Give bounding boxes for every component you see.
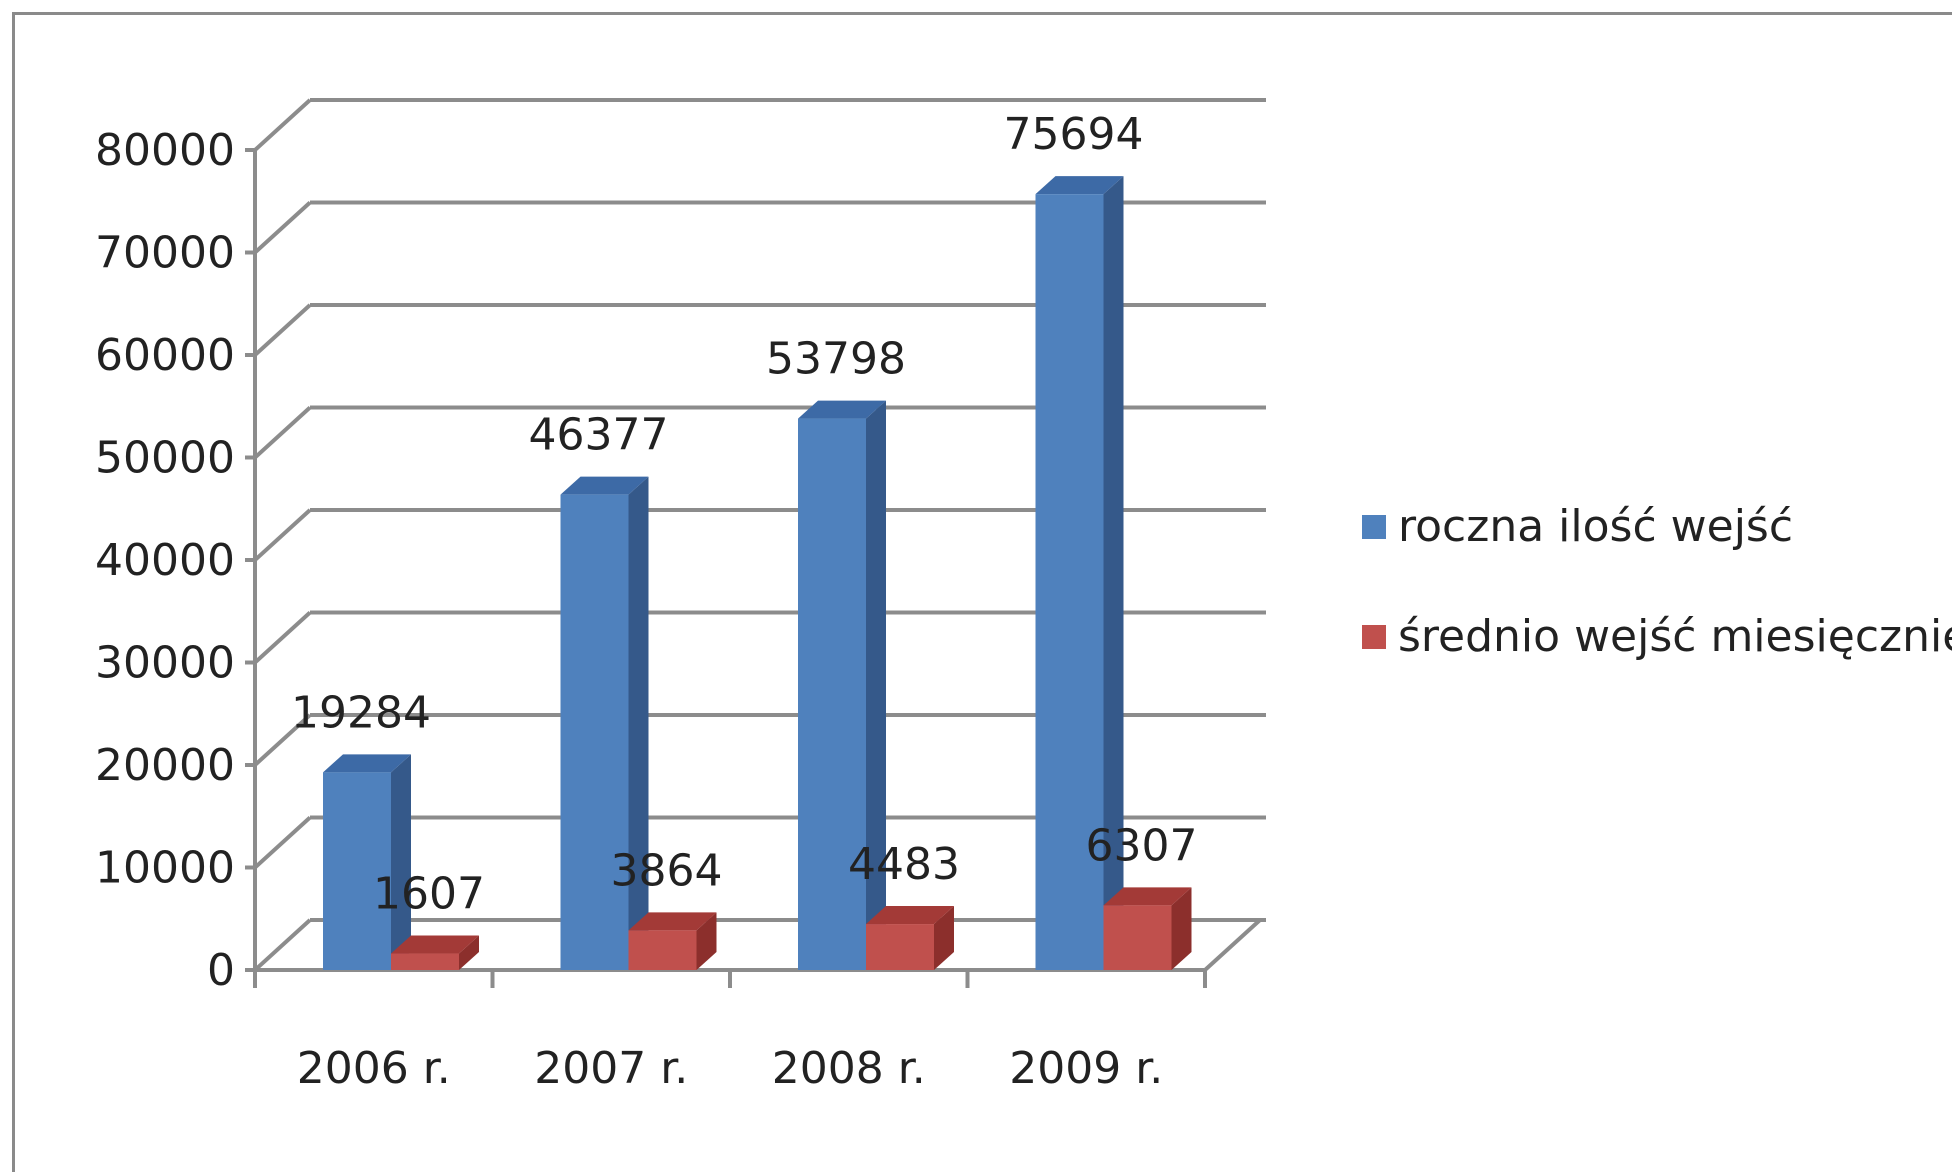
bar-front [560, 494, 629, 970]
bar-top [1103, 887, 1192, 906]
legend-swatch [1362, 625, 1386, 649]
legend-label: średnio wejść miesięcznie [1398, 611, 1952, 662]
gridline-depth [253, 303, 312, 357]
x-tick-label: 2007 r. [534, 1043, 688, 1094]
y-tick-label: 80000 [95, 125, 235, 176]
x-tick-label: 2006 r. [297, 1043, 451, 1094]
bar-top [866, 906, 954, 925]
bar-monthly [628, 912, 717, 970]
bar-top [323, 754, 411, 773]
x-tick-label: 2009 r. [1009, 1043, 1163, 1094]
legend-label: roczna ilość wejść [1398, 501, 1793, 552]
y-tick-label: 20000 [95, 740, 235, 791]
bar-front [866, 924, 934, 970]
y-tick-label: 60000 [95, 330, 235, 381]
gridline-depth [253, 508, 312, 562]
y-tick-label: 70000 [95, 228, 235, 279]
y-tick-label: 50000 [95, 433, 235, 484]
data-label: 19284 [291, 687, 431, 738]
data-label: 75694 [1004, 109, 1144, 160]
bar-top [798, 400, 886, 419]
chart-frame [12, 12, 1952, 1172]
data-label: 4483 [848, 839, 960, 890]
bar-top [560, 476, 649, 495]
gridline-depth [253, 713, 312, 767]
bar-top [628, 912, 717, 931]
legend: roczna ilość wejść średnio wejść miesięcz… [1362, 501, 1952, 662]
gridline-depth [253, 406, 312, 459]
data-labels: 19284 46377 53798 75694 1607 3864 4483 6307 [291, 109, 1197, 919]
gridline-depth [253, 201, 312, 254]
bar-annual [1035, 176, 1124, 971]
bar-side [866, 400, 886, 970]
bar-side [1171, 887, 1192, 970]
data-label: 53798 [766, 334, 906, 385]
bar-side [459, 935, 479, 970]
bar-front [391, 953, 459, 970]
y-tick-label: 40000 [95, 535, 235, 586]
bar-side [934, 906, 954, 970]
y-tick-label: 0 [207, 945, 235, 996]
bar-front [323, 772, 391, 970]
y-tick-label: 30000 [95, 638, 235, 689]
bar-annual [798, 400, 886, 970]
bar-side [696, 912, 717, 970]
bars [323, 176, 1192, 971]
bar-front [628, 930, 697, 970]
data-label: 46377 [529, 410, 669, 461]
floor-right-edge [1203, 918, 1262, 972]
bar-monthly [1103, 887, 1192, 970]
bar-side [628, 476, 649, 970]
bar-monthly [391, 935, 479, 970]
x-tick-label: 2008 r. [772, 1043, 926, 1094]
bar-front [798, 418, 866, 970]
data-label: 3864 [611, 845, 723, 896]
bar-front [1103, 905, 1172, 970]
bar-annual [323, 754, 411, 970]
bar-side [1103, 176, 1124, 971]
bar-top [1035, 176, 1124, 195]
gridline-depth [253, 611, 312, 664]
bar-monthly [866, 906, 954, 970]
y-tick-label: 10000 [95, 843, 235, 894]
bar-annual [560, 476, 649, 970]
bar-side [391, 754, 411, 970]
bar-top [391, 935, 479, 954]
legend-swatch [1362, 515, 1386, 539]
data-label: 1607 [373, 869, 485, 920]
gridline-depth [253, 816, 312, 869]
gridline-depth [253, 98, 312, 152]
data-label: 6307 [1086, 820, 1198, 871]
bar-front [1035, 194, 1104, 971]
gridline-depth [253, 918, 312, 972]
